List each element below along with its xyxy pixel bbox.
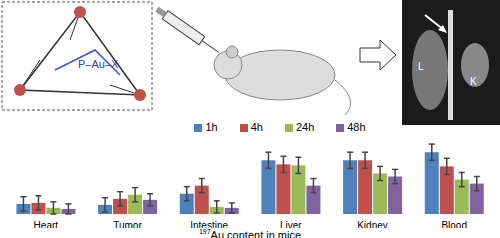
svg-text:Kidney: Kidney	[357, 220, 388, 228]
html-text:1h: 1h	[205, 121, 218, 133]
svg-text:Intestine: Intestine	[190, 220, 228, 228]
svg-text:Blood: Blood	[441, 220, 467, 228]
html-text:4h: 4h	[250, 121, 263, 133]
svg-text:P–Au–X: P–Au–X	[78, 58, 119, 70]
html-text:197: 197	[198, 228, 211, 235]
svg-text:Liver: Liver	[280, 220, 302, 228]
html-text:48h: 48h	[347, 121, 366, 133]
svg-text:L: L	[418, 61, 424, 72]
svg-text:Heart: Heart	[34, 220, 59, 228]
svg-text:K: K	[470, 76, 477, 87]
html-text:24h: 24h	[295, 121, 315, 133]
svg-text:Tumor: Tumor	[113, 220, 142, 228]
